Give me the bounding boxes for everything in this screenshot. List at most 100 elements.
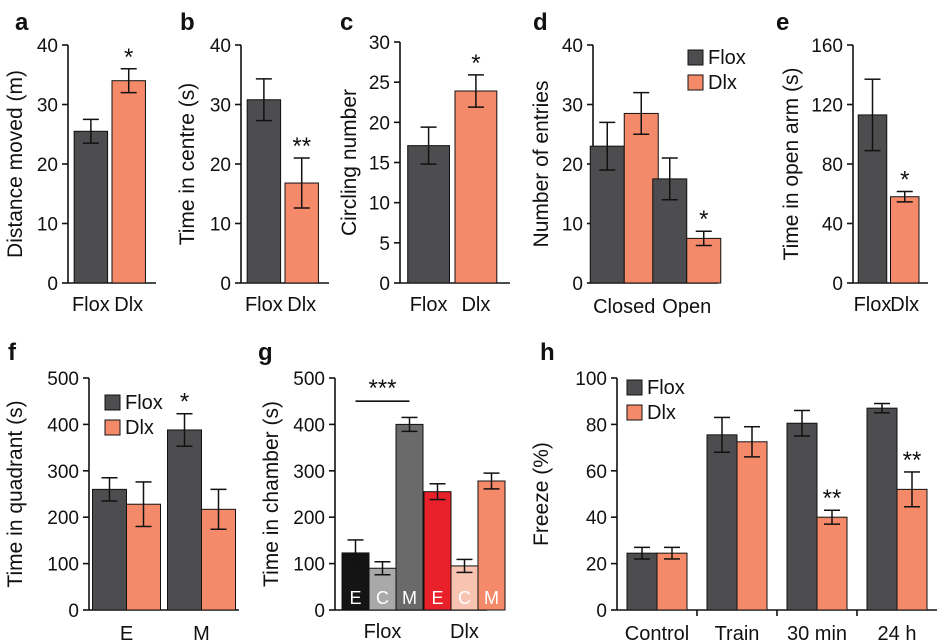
y-tick-label: 10 [210, 215, 231, 236]
bar [866, 407, 898, 611]
x-tick-label: Dlx [450, 621, 479, 643]
y-axis-label: Circling number [338, 89, 361, 236]
y-tick-label: 0 [47, 274, 58, 295]
bar-label: M [484, 588, 499, 608]
panel-letter: c [340, 9, 353, 36]
panel-b: b 0 10 20 30 40 Time in centre (s) Flox ** Dlx [176, 9, 329, 316]
significance-marker: ** [903, 447, 922, 474]
bar [706, 434, 738, 611]
x-tick-label: Flox [72, 294, 110, 316]
y-tick-label: 100 [575, 369, 607, 390]
significance-marker: * [471, 50, 480, 77]
y-axis-label: Number of entries [530, 81, 553, 248]
bar [890, 196, 920, 284]
y-tick-label: 20 [37, 155, 58, 176]
x-tick-label: Closed [593, 296, 655, 318]
panel-c: c 0 5 10 15 20 25 30 Circling number Flox * Dlx [338, 9, 510, 316]
x-tick-label: Dlx [287, 294, 316, 316]
x-tick-label: Train [715, 623, 760, 643]
y-axis-label: Time in centre (s) [176, 83, 199, 246]
x-tick-label: Dlx [114, 294, 143, 316]
y-tick-label: 120 [811, 96, 843, 117]
significance-marker: ** [823, 485, 842, 512]
bar [73, 130, 109, 284]
y-tick-label: 300 [293, 462, 325, 483]
legend-label: Dlx [708, 72, 737, 94]
x-tick-label: Flox [245, 294, 283, 316]
x-tick-label: 30 min [787, 623, 847, 643]
panel-letter: b [180, 9, 195, 36]
x-tick-label: Flox [364, 621, 402, 643]
legend-swatch [626, 404, 643, 421]
significance-marker: * [124, 44, 133, 71]
y-tick-label: 500 [47, 369, 79, 390]
legend-label: Flox [647, 377, 685, 399]
y-axis-label: Freeze (%) [530, 442, 553, 546]
y-tick-label: 100 [293, 555, 325, 576]
y-tick-label: 10 [369, 194, 390, 215]
y-tick-label: 400 [47, 415, 79, 436]
y-tick-label: 15 [369, 154, 390, 175]
bar [454, 90, 498, 284]
significance-marker: * [699, 206, 708, 233]
bar-label: E [349, 588, 361, 608]
panel-letter: h [540, 339, 555, 366]
panel-letter: d [533, 9, 548, 36]
y-axis-label: Time in quadrant (s) [4, 400, 27, 587]
bar-label: M [402, 588, 417, 608]
bar [92, 488, 127, 611]
bar [111, 80, 146, 284]
x-tick-label: Dlx [890, 294, 919, 316]
legend-swatch [687, 49, 704, 66]
y-axis-label: Time in chamber (s) [260, 401, 283, 587]
y-tick-label: 80 [586, 415, 607, 436]
y-tick-label: 0 [379, 274, 390, 295]
significance-marker: ** [292, 133, 311, 160]
y-tick-label: 0 [596, 601, 607, 622]
panel-letter: g [258, 339, 273, 366]
y-tick-label: 10 [37, 215, 58, 236]
y-tick-label: 200 [47, 508, 79, 529]
y-axis-label: Time in open arm (s) [780, 68, 803, 261]
y-tick-label: 20 [369, 113, 390, 134]
panel-letter: f [8, 339, 17, 366]
bar [656, 552, 688, 611]
y-tick-label: 0 [68, 601, 79, 622]
legend-label: Dlx [125, 417, 154, 439]
panel-a: a 0 10 20 30 40 Distance moved (m) Flox * Dlx [4, 9, 156, 316]
y-tick-label: 0 [832, 274, 843, 295]
x-tick-label: 24 h [878, 623, 917, 643]
y-tick-label: 60 [586, 462, 607, 483]
legend-swatch [104, 394, 121, 411]
legend-swatch [687, 74, 704, 91]
panel-h: h 0 20 40 60 80 100 Freeze (%) Control Train ** 30 … [530, 339, 937, 643]
y-tick-label: 160 [811, 36, 843, 57]
bar-label: E [431, 588, 443, 608]
bar [626, 552, 658, 611]
bar [786, 422, 818, 611]
legend-label: Flox [125, 392, 163, 414]
y-tick-label: 40 [822, 215, 843, 236]
y-tick-label: 30 [210, 96, 231, 117]
legend-label: Dlx [647, 402, 676, 424]
x-tick-label: Open [662, 296, 711, 318]
bar [167, 429, 202, 611]
y-axis-label: Distance moved (m) [4, 70, 27, 258]
legend-swatch [104, 419, 121, 436]
x-tick-label: Dlx [461, 294, 490, 316]
bar [126, 503, 161, 611]
panel-letter: a [15, 9, 29, 36]
y-tick-label: 0 [220, 274, 231, 295]
x-tick-label: Control [625, 623, 689, 643]
y-tick-label: 0 [572, 274, 583, 295]
y-tick-label: 400 [293, 415, 325, 436]
y-tick-label: 25 [369, 73, 390, 94]
panel-letter: e [776, 9, 789, 36]
y-tick-label: 30 [369, 33, 390, 54]
significance-marker: * [180, 389, 189, 416]
x-tick-label: E [120, 623, 133, 643]
bar [407, 145, 451, 284]
y-tick-label: 20 [562, 155, 583, 176]
